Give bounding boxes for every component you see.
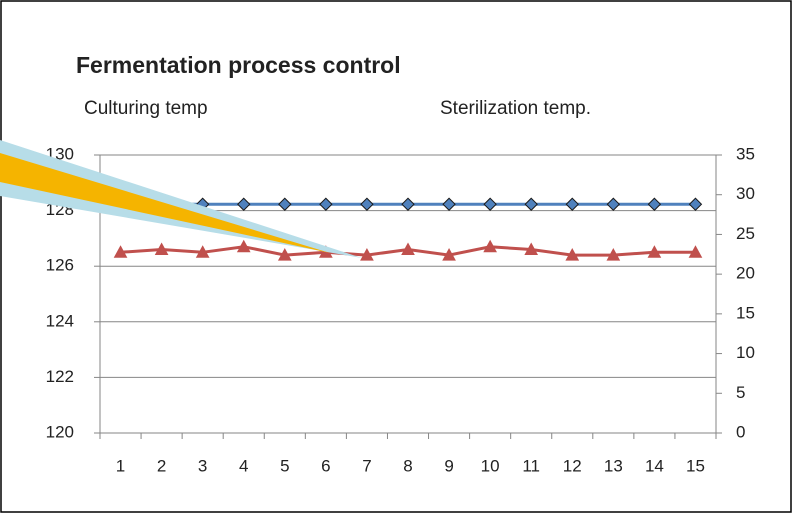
marker xyxy=(278,197,292,211)
x-tick-label: 8 xyxy=(403,456,412,475)
marker xyxy=(360,197,374,211)
marker xyxy=(319,197,333,211)
marker xyxy=(277,248,292,261)
callout-fill xyxy=(0,153,330,253)
callout xyxy=(0,140,362,258)
marker xyxy=(606,248,621,261)
marker xyxy=(606,197,621,211)
y2-tick-label: 15 xyxy=(736,303,755,322)
callout-border xyxy=(0,140,362,258)
marker xyxy=(113,245,128,258)
x-tick-label: 13 xyxy=(604,456,623,475)
y2-tick-label: 25 xyxy=(736,224,755,243)
marker xyxy=(565,248,580,261)
marker xyxy=(195,245,210,258)
marker xyxy=(524,197,538,211)
y-tick-label: 120 xyxy=(46,422,74,441)
legend-entry: Culturing temp xyxy=(84,98,208,119)
y2-tick-label: 20 xyxy=(736,264,755,283)
x-tick-label: 2 xyxy=(157,456,166,475)
y2-tick-label: 30 xyxy=(736,184,755,203)
x-tick-label: 7 xyxy=(362,456,371,475)
marker xyxy=(237,197,251,211)
x-tick-label: 9 xyxy=(444,456,453,475)
marker xyxy=(442,248,456,261)
marker xyxy=(442,197,456,211)
y-tick-label: 122 xyxy=(46,367,74,386)
x-tick-label: 6 xyxy=(321,456,330,475)
x-tick-label: 14 xyxy=(645,456,664,475)
x-tick-label: 4 xyxy=(239,456,248,475)
x-tick-label: 12 xyxy=(563,456,582,475)
x-tick-label: 1 xyxy=(116,456,125,475)
legend-entry: Sterilization temp. xyxy=(440,98,591,119)
marker xyxy=(647,245,662,258)
marker xyxy=(565,197,579,211)
marker xyxy=(236,239,251,253)
y2-tick-label: 35 xyxy=(736,144,755,163)
x-tick-label: 15 xyxy=(686,456,705,475)
marker xyxy=(524,242,539,256)
marker xyxy=(401,242,415,256)
marker xyxy=(688,197,703,211)
marker xyxy=(360,248,374,261)
y-tick-label: 126 xyxy=(46,256,74,275)
marker xyxy=(154,242,169,256)
y2-tick-label: 0 xyxy=(736,422,745,441)
chart-title: Fermentation process control xyxy=(76,52,401,78)
marker xyxy=(688,245,703,258)
marker xyxy=(483,197,497,211)
x-tick-label: 11 xyxy=(522,456,540,475)
x-tick-label: 10 xyxy=(481,456,500,475)
marker xyxy=(401,197,415,211)
y2-tick-label: 10 xyxy=(736,343,755,362)
x-tick-label: 3 xyxy=(198,456,207,475)
x-tick-label: 5 xyxy=(280,456,289,475)
y2-tick-label: 5 xyxy=(736,383,745,402)
y-tick-label: 124 xyxy=(46,311,74,330)
marker xyxy=(647,197,662,211)
marker xyxy=(483,239,497,253)
